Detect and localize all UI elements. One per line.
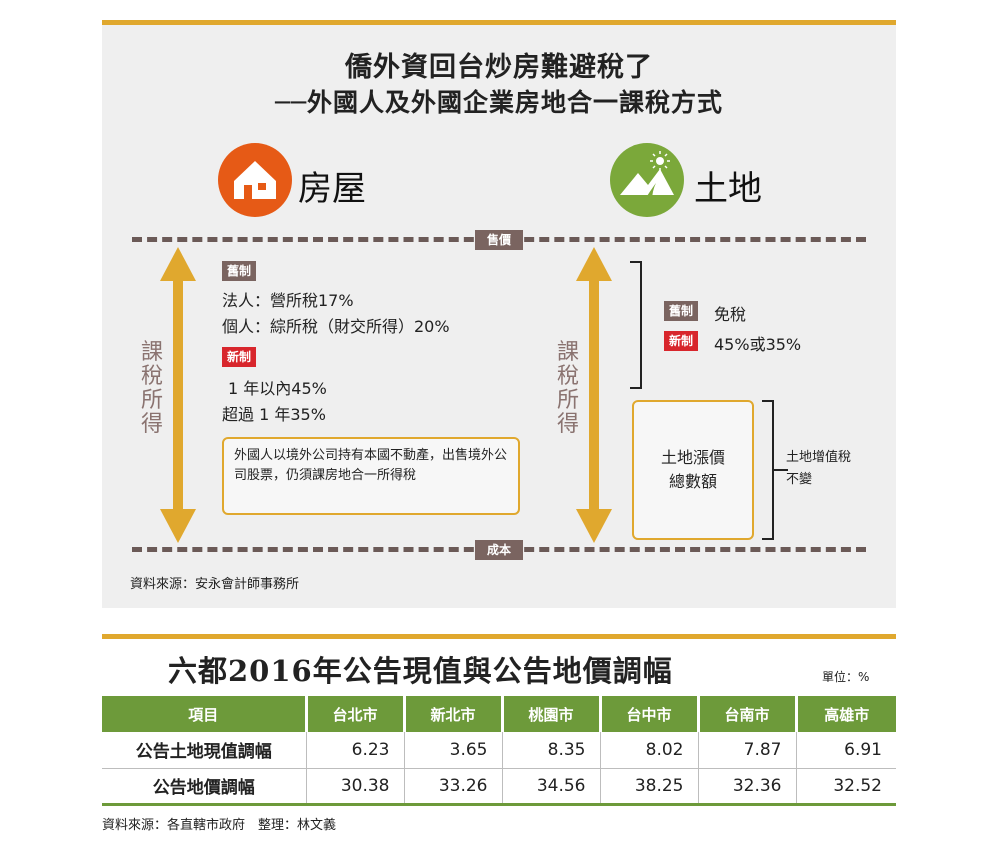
house-new-line-1: 1 年以內45% (228, 379, 327, 398)
table-footer-source: 資料來源：各直轄市政府 整理：林文義 (102, 818, 337, 833)
house-old-line-2: 個人：綜所稅（財交所得）20% (222, 317, 450, 336)
table-header-row: 項目 台北市 新北市 桃園市 台中市 台南市 高雄市 (102, 696, 896, 732)
table-header-cell: 台南市 (698, 696, 798, 732)
land-increment-text: 土地漲價總數額 (660, 448, 725, 491)
table-cell: 32.36 (698, 768, 797, 806)
table-row-label: 公告地價調幅 (102, 768, 307, 806)
land-new-badge: 新制 (664, 331, 699, 351)
house-new-badge: 新制 (222, 347, 257, 367)
table-cell: 32.52 (796, 768, 896, 806)
land-taxed-income-label: 課稅所得 (556, 340, 579, 437)
land-vat-bracket (762, 400, 774, 540)
table-cell: 38.25 (600, 768, 699, 806)
land-increment-box: 土地漲價總數額 (632, 400, 754, 540)
diagram-subtitle: ──外國人及外國企業房地合一課稅方式 (274, 88, 724, 117)
diagram-panel: 僑外資回台炒房難避稅了 ──外國人及外國企業房地合一課稅方式 房屋 土地 售價 … (102, 20, 896, 608)
table-cell: 34.56 (502, 768, 601, 806)
table-cell: 6.91 (796, 732, 896, 769)
table-top-rule (102, 634, 896, 639)
table-cell: 6.23 (306, 732, 405, 769)
table-row: 公告地價調幅 30.38 33.26 34.56 38.25 32.36 32.… (102, 768, 896, 806)
table-row-label: 公告土地現值調幅 (102, 732, 307, 769)
table-header-cell: 台北市 (306, 696, 406, 732)
land-rate-bracket (630, 261, 642, 389)
land-income-arrow (576, 247, 612, 543)
sale-price-tag: 售價 (475, 230, 523, 250)
table-cell: 8.35 (502, 732, 601, 769)
house-icon (218, 143, 292, 217)
land-old-badge: 舊制 (664, 301, 699, 321)
house-taxed-income-label: 課稅所得 (140, 340, 163, 437)
table-header-cell: 新北市 (404, 696, 504, 732)
diagram-title: 僑外資回台炒房難避稅了 (345, 52, 653, 83)
table-cell: 30.38 (306, 768, 405, 806)
table-header-cell: 台中市 (600, 696, 700, 732)
house-old-badge: 舊制 (222, 261, 257, 281)
land-label: 土地 (694, 169, 762, 209)
house-income-arrow (160, 247, 196, 543)
table-cell: 7.87 (698, 732, 797, 769)
land-old-text: 免稅 (714, 305, 747, 324)
house-new-line-2: 超過 1 年35% (222, 405, 326, 424)
table-header-cell: 項目 (102, 696, 308, 732)
table-row: 公告土地現值調幅 6.23 3.65 8.35 8.02 7.87 6.91 (102, 732, 896, 769)
cost-tag: 成本 (475, 540, 523, 560)
table-header-cell: 高雄市 (796, 696, 896, 732)
land-icon (610, 143, 684, 217)
table-header-cell: 桃園市 (502, 696, 602, 732)
table-title: 六都2016年公告現值與公告地價調幅 (168, 654, 673, 688)
land-vat-tick (774, 469, 788, 471)
table-unit: 單位：% (822, 670, 870, 684)
table-cell: 33.26 (404, 768, 503, 806)
rate-table: 項目 台北市 新北市 桃園市 台中市 台南市 高雄市 公告土地現值調幅 6.23… (102, 696, 896, 806)
land-new-text: 45%或35% (714, 335, 802, 354)
table-cell: 8.02 (600, 732, 699, 769)
house-label: 房屋 (298, 169, 366, 209)
table-cell: 3.65 (404, 732, 503, 769)
offshore-note: 外國人以境外公司持有本國不動產，出售境外公司股票，仍須課房地合一所得稅 (222, 437, 520, 515)
diagram-source: 資料來源：安永會計師事務所 (130, 577, 300, 592)
house-old-line-1: 法人：營所稅17% (222, 291, 354, 310)
land-vat-note: 土地增值稅不變 (786, 450, 852, 487)
